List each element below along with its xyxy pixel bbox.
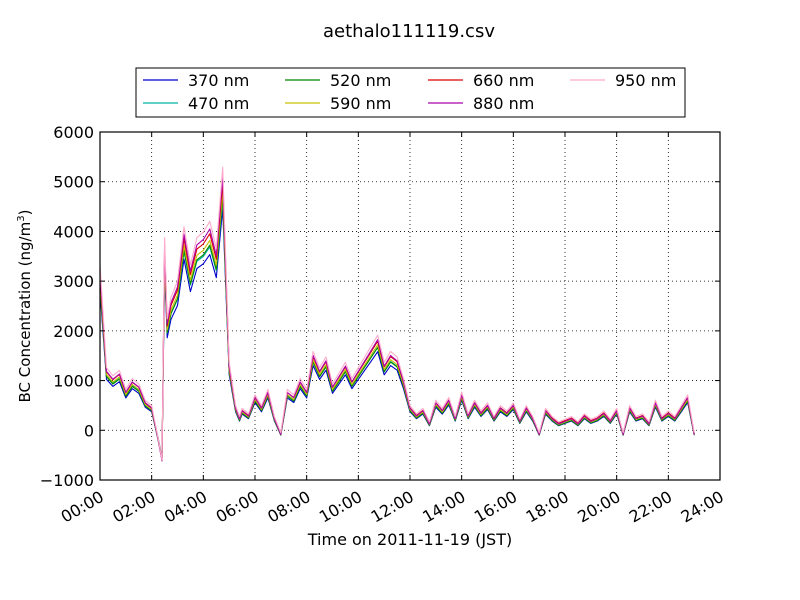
x-tick-label: 00:00 [58, 487, 107, 527]
x-tick-label: 24:00 [678, 487, 727, 527]
legend-label: 520 nm [330, 71, 391, 90]
x-tick-label: 02:00 [109, 487, 158, 527]
x-tick-label: 10:00 [316, 487, 365, 527]
y-tick-label: 2000 [53, 322, 94, 341]
y-tick-label: 3000 [53, 272, 94, 291]
x-tick-label: 14:00 [419, 487, 468, 527]
chart-title: aethalo111119.csv [323, 21, 495, 42]
series-line-520-nm [99, 195, 695, 461]
legend: 370 nm 470 nm 520 nm 590 nm 660 nm 880 nm 950 … [135, 67, 686, 118]
y-tick-label: −1000 [40, 471, 94, 490]
x-tick-label: 04:00 [161, 487, 210, 527]
x-tick-label: 22:00 [626, 487, 675, 527]
y-tick-label: 4000 [53, 222, 94, 241]
legend-label: 660 nm [473, 71, 534, 90]
x-tick-label: 08:00 [264, 487, 313, 527]
y-axis: −1000 0 1000 2000 3000 4000 5000 6000 [40, 123, 720, 490]
x-tick-label: 16:00 [471, 487, 520, 527]
legend-label: 370 nm [188, 71, 249, 90]
y-tick-label: 5000 [53, 173, 94, 192]
legend-label: 470 nm [188, 94, 249, 113]
x-axis-label: Time on 2011-11-19 (JST) [307, 530, 512, 549]
x-tick-label: 06:00 [213, 487, 262, 527]
series-line-950-nm [99, 166, 695, 461]
series-lines [99, 166, 695, 462]
y-axis-label: BC Concentration (ng/m3) [16, 210, 34, 403]
grid [100, 132, 720, 480]
legend-label: 590 nm [330, 94, 391, 113]
plot-area [100, 132, 720, 480]
legend-label: 950 nm [615, 71, 676, 90]
y-tick-label: 6000 [53, 123, 94, 142]
series-line-880-nm [99, 175, 695, 462]
legend-label: 880 nm [473, 94, 534, 113]
y-tick-label: 1000 [53, 372, 94, 391]
legend-box [135, 67, 686, 118]
x-tick-label: 18:00 [523, 487, 572, 527]
x-tick-label: 20:00 [574, 487, 623, 527]
y-tick-label: 0 [84, 421, 94, 440]
x-tick-label: 12:00 [368, 487, 417, 527]
